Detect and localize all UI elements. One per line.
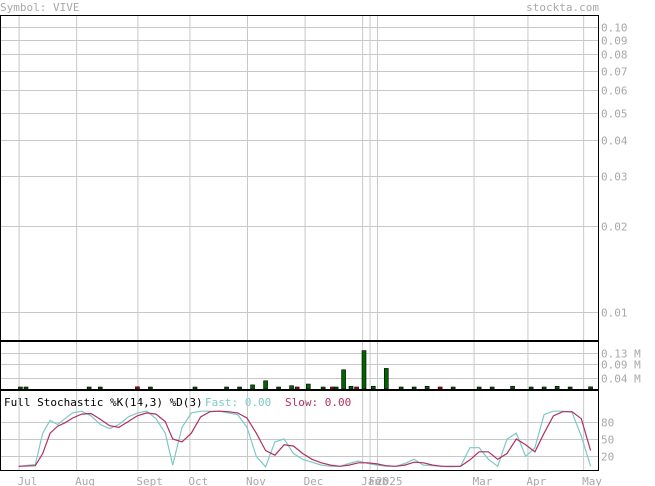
volume-bar	[528, 386, 534, 390]
volume-bar	[541, 386, 547, 390]
x-tick-label: Apr	[526, 475, 546, 486]
symbol-label: Symbol: VIVE	[0, 1, 79, 14]
stochastic-tick-label: 80	[601, 417, 614, 430]
x-tick-label: Feb	[369, 475, 389, 486]
volume-bar	[348, 385, 354, 390]
volume-bar	[294, 386, 300, 390]
volume-tick-label: 0.09 M	[601, 359, 641, 372]
volume-bar	[341, 369, 346, 390]
volume-bar	[18, 386, 23, 390]
site-label: stockta.com	[526, 1, 599, 14]
stochastic-tick-label: 20	[601, 451, 614, 464]
x-tick-label: Mar	[473, 475, 493, 486]
price-tick-label: 0.04	[601, 135, 628, 148]
price-tick-label: 0.07	[601, 66, 628, 79]
price-tick-label: 0.02	[601, 221, 628, 234]
volume-bar	[354, 386, 359, 390]
volume-bar	[554, 385, 560, 390]
volume-bar	[86, 386, 92, 390]
price-tick-label: 0.08	[601, 49, 628, 62]
volume-bar	[489, 386, 495, 390]
x-tick-label: Jan	[361, 475, 381, 486]
volume-tick-label: 0.13 M	[601, 348, 641, 361]
price-panel: 0.100.090.08 0.07 0.06 0.05 0.04 0.03 0.02 0.01	[0, 15, 628, 341]
volume-bar	[476, 386, 482, 390]
price-tick-label: 0.09	[601, 35, 628, 48]
price-panel-border	[0, 15, 599, 341]
price-tick-label: 0.03	[601, 171, 628, 184]
volume-bar	[23, 386, 29, 390]
volume-bar	[250, 384, 255, 390]
volume-bar	[148, 386, 153, 390]
slow-value-label: Slow: 0.00	[285, 396, 351, 409]
volume-bar	[289, 385, 294, 390]
stochastic-panel-border	[0, 390, 599, 471]
volume-panel-border	[0, 341, 599, 390]
volume-panel: 0.13 M0.09 M0.04 M	[0, 341, 641, 390]
volume-bar	[192, 386, 198, 390]
x-tick-label: Aug	[75, 475, 95, 486]
volume-bar	[135, 386, 140, 390]
volume-bar	[333, 386, 339, 390]
volume-bar	[398, 386, 404, 390]
volume-bar	[450, 386, 456, 390]
volume-bar	[437, 386, 443, 390]
price-tick-label: 0.05	[601, 108, 628, 121]
x-tick-label: May	[582, 475, 602, 486]
volume-bar	[330, 386, 335, 390]
x-tick-label: Sept	[136, 475, 163, 486]
x-tick-label: Oct	[188, 475, 208, 486]
x-tick-label: Dec	[304, 475, 324, 486]
volume-bar	[276, 386, 281, 390]
volume-bar	[567, 386, 573, 390]
stochastic-title: Full Stochastic %K(14,3) %D(3)	[4, 396, 203, 409]
stochastic-slow-line	[18, 410, 592, 467]
price-tick-label: 0.10	[601, 22, 628, 35]
stochastic-tick-label: 50	[601, 434, 614, 447]
volume-bar	[263, 380, 268, 390]
volume-bar	[424, 385, 430, 390]
x-tick-label: Nov	[246, 475, 266, 486]
volume-bar	[320, 386, 326, 390]
price-tick-label: 0.01	[601, 307, 628, 320]
volume-bar	[370, 385, 376, 390]
volume-bar	[305, 383, 311, 390]
volume-bar	[224, 386, 229, 390]
x-tick-label: Jul	[18, 475, 38, 486]
stochastic-fast-line	[18, 410, 592, 468]
fast-value-label: Fast: 0.00	[205, 396, 271, 409]
volume-bar	[361, 350, 367, 390]
volume-bar	[97, 386, 103, 390]
volume-bar	[588, 386, 593, 390]
price-tick-label: 0.06	[601, 85, 628, 98]
volume-bar	[383, 368, 389, 390]
stochastic-panel: Full Stochastic %K(14,3) %D(3) Fast: 0.0…	[0, 390, 614, 471]
x-tick-label: 2025	[376, 475, 403, 486]
volume-bar	[411, 386, 417, 390]
volume-tick-label: 0.04 M	[601, 373, 641, 386]
volume-bar	[510, 385, 515, 390]
volume-bar	[237, 386, 242, 390]
